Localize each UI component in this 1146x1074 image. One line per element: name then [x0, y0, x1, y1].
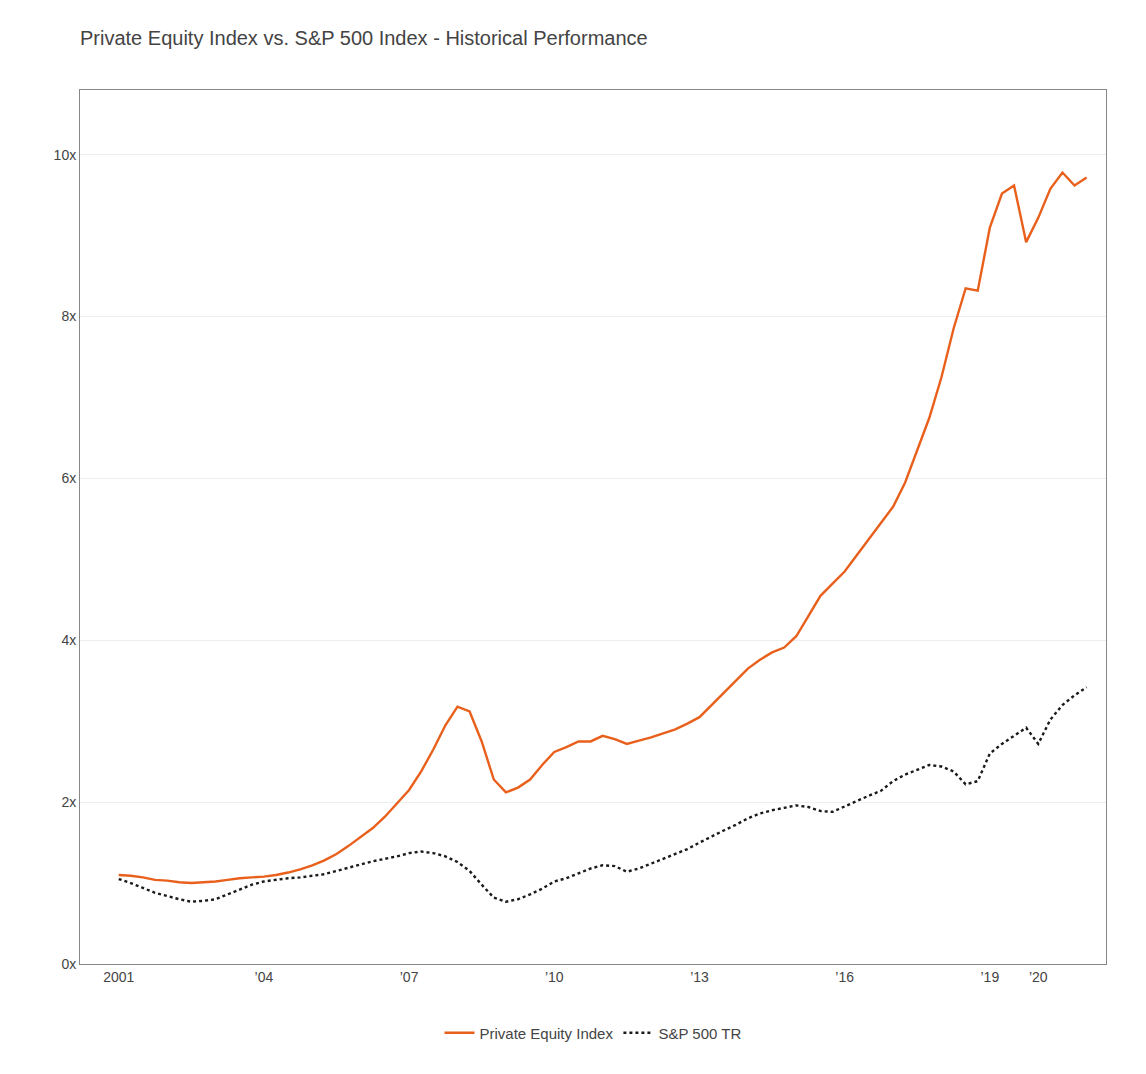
- svg-text:’16: ’16: [835, 969, 854, 985]
- svg-text:’20: ’20: [1029, 969, 1048, 985]
- svg-text:S&P 500 TR: S&P 500 TR: [658, 1025, 741, 1042]
- svg-text:’04: ’04: [255, 969, 274, 985]
- svg-text:’13: ’13: [690, 969, 709, 985]
- svg-text:Private Equity Index vs. S&P 5: Private Equity Index vs. S&P 500 Index -…: [80, 27, 648, 49]
- svg-text:4x: 4x: [61, 632, 76, 648]
- svg-text:’19: ’19: [981, 969, 1000, 985]
- svg-text:0x: 0x: [61, 956, 76, 972]
- svg-text:’10: ’10: [545, 969, 564, 985]
- svg-text:’07: ’07: [400, 969, 419, 985]
- svg-text:6x: 6x: [61, 470, 76, 486]
- svg-text:8x: 8x: [61, 308, 76, 324]
- svg-text:10x: 10x: [54, 147, 77, 163]
- svg-text:2001: 2001: [103, 969, 134, 985]
- svg-text:Private Equity Index: Private Equity Index: [480, 1025, 614, 1042]
- svg-text:2x: 2x: [61, 794, 76, 810]
